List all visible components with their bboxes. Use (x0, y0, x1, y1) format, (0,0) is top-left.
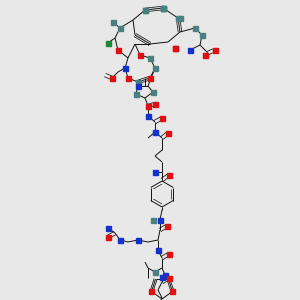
Bar (125, 76, 130, 80)
Bar (116, 47, 121, 52)
Bar (137, 52, 142, 58)
Bar (200, 32, 205, 38)
Bar (122, 65, 128, 70)
Bar (152, 269, 158, 275)
Bar (106, 40, 110, 46)
Bar (160, 116, 164, 121)
Bar (167, 275, 172, 281)
Bar (110, 20, 116, 25)
Bar (142, 8, 148, 13)
Bar (152, 130, 158, 134)
Bar (202, 52, 208, 58)
Bar (160, 274, 164, 280)
Bar (160, 5, 166, 10)
Bar (142, 8, 148, 13)
Bar (136, 238, 140, 242)
Bar (172, 46, 178, 50)
Bar (106, 226, 110, 230)
Bar (151, 89, 155, 94)
Bar (170, 289, 175, 294)
Bar (167, 251, 172, 256)
Bar (146, 113, 151, 119)
Bar (151, 218, 155, 223)
Bar (160, 5, 166, 10)
Bar (160, 5, 166, 10)
Bar (148, 56, 152, 61)
Bar (178, 16, 182, 20)
Bar (176, 16, 181, 20)
Bar (166, 130, 170, 136)
Bar (152, 169, 158, 175)
Bar (212, 47, 217, 52)
Bar (155, 248, 160, 253)
Bar (134, 92, 139, 97)
Bar (148, 76, 152, 80)
Bar (167, 172, 172, 178)
Bar (164, 224, 169, 229)
Bar (152, 65, 158, 70)
Bar (118, 26, 122, 31)
Bar (193, 26, 197, 31)
Bar (188, 47, 193, 52)
Bar (136, 80, 140, 85)
Bar (136, 83, 140, 88)
Bar (106, 235, 110, 239)
Bar (158, 218, 163, 223)
Bar (149, 289, 154, 294)
Bar (152, 101, 158, 106)
Bar (146, 103, 151, 109)
Bar (172, 46, 178, 50)
Bar (163, 272, 167, 278)
Bar (118, 238, 122, 242)
Bar (110, 76, 115, 80)
